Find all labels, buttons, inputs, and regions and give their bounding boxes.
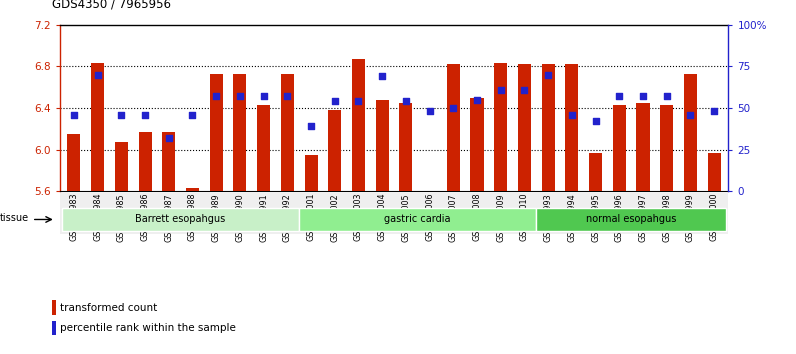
Text: GSM852002: GSM852002	[330, 193, 339, 241]
Point	[518, 87, 531, 92]
Text: GSM851985: GSM851985	[117, 193, 126, 241]
Text: GSM851998: GSM851998	[662, 193, 671, 241]
Bar	[52, 320, 56, 335]
Text: GSM851992: GSM851992	[283, 193, 292, 242]
Bar	[162, 132, 175, 191]
Point	[684, 112, 696, 118]
Bar	[565, 64, 579, 191]
Bar	[589, 153, 602, 191]
Text: GSM852001: GSM852001	[306, 193, 315, 241]
Text: GSM851987: GSM851987	[164, 193, 174, 241]
Text: GSM852004: GSM852004	[377, 193, 387, 241]
Text: tissue: tissue	[0, 213, 29, 223]
Bar	[637, 103, 650, 191]
Bar	[541, 64, 555, 191]
Bar	[186, 188, 199, 191]
Point	[423, 108, 436, 114]
Bar	[708, 153, 720, 191]
Point	[708, 108, 720, 114]
Point	[210, 93, 223, 99]
Text: GSM852000: GSM852000	[709, 193, 719, 241]
Text: GSM851988: GSM851988	[188, 193, 197, 241]
Bar	[423, 191, 436, 194]
Text: gastric cardia: gastric cardia	[384, 215, 451, 224]
Point	[68, 112, 80, 118]
Point	[233, 93, 246, 99]
Point	[305, 124, 318, 129]
Point	[139, 112, 151, 118]
Text: GSM851994: GSM851994	[568, 193, 576, 241]
Text: GDS4350 / 7965956: GDS4350 / 7965956	[52, 0, 170, 11]
Text: GSM852008: GSM852008	[473, 193, 482, 241]
Bar	[684, 74, 697, 191]
Bar	[60, 193, 728, 234]
FancyBboxPatch shape	[62, 208, 299, 231]
Text: GSM851990: GSM851990	[236, 193, 244, 241]
Bar	[52, 300, 56, 314]
Point	[376, 74, 388, 79]
Text: GSM852005: GSM852005	[401, 193, 411, 241]
Bar	[115, 142, 128, 191]
Point	[542, 72, 555, 78]
Bar	[376, 99, 388, 191]
Text: GSM851996: GSM851996	[615, 193, 624, 241]
Point	[613, 93, 626, 99]
Bar	[233, 74, 247, 191]
Text: GSM851993: GSM851993	[544, 193, 552, 241]
Text: transformed count: transformed count	[60, 303, 158, 313]
Point	[589, 119, 602, 124]
Bar	[613, 105, 626, 191]
Point	[257, 93, 270, 99]
Text: GSM852007: GSM852007	[449, 193, 458, 241]
Bar	[209, 74, 223, 191]
Point	[281, 93, 294, 99]
Point	[186, 112, 199, 118]
Bar	[494, 63, 507, 191]
Bar	[139, 132, 151, 191]
Bar	[518, 64, 531, 191]
Point	[115, 112, 127, 118]
Text: GSM851984: GSM851984	[93, 193, 102, 241]
Text: normal esopahgus: normal esopahgus	[586, 215, 677, 224]
Bar	[328, 110, 341, 191]
Bar	[400, 103, 412, 191]
Bar	[660, 105, 673, 191]
Point	[352, 98, 365, 104]
FancyBboxPatch shape	[299, 208, 537, 231]
Text: Barrett esopahgus: Barrett esopahgus	[135, 215, 226, 224]
Point	[565, 112, 578, 118]
Bar	[91, 63, 104, 191]
Bar	[257, 105, 270, 191]
Bar	[281, 74, 294, 191]
Point	[661, 93, 673, 99]
FancyBboxPatch shape	[537, 208, 726, 231]
Text: GSM851983: GSM851983	[69, 193, 79, 241]
Point	[637, 93, 650, 99]
Text: GSM852009: GSM852009	[496, 193, 505, 241]
Bar	[352, 59, 365, 191]
Text: GSM851995: GSM851995	[591, 193, 600, 242]
Bar	[470, 98, 483, 191]
Point	[400, 98, 412, 104]
Bar	[305, 155, 318, 191]
Text: GSM851991: GSM851991	[259, 193, 268, 241]
Point	[162, 135, 175, 141]
Text: GSM852010: GSM852010	[520, 193, 529, 241]
Point	[329, 98, 341, 104]
Bar	[447, 64, 460, 191]
Text: GSM852003: GSM852003	[354, 193, 363, 241]
Point	[494, 87, 507, 92]
Point	[470, 97, 483, 102]
Point	[92, 72, 104, 78]
Text: GSM851999: GSM851999	[686, 193, 695, 242]
Bar	[68, 134, 80, 191]
Text: GSM851986: GSM851986	[141, 193, 150, 241]
Text: GSM852006: GSM852006	[425, 193, 434, 241]
Point	[447, 105, 459, 111]
Text: GSM851997: GSM851997	[638, 193, 647, 242]
Text: percentile rank within the sample: percentile rank within the sample	[60, 323, 236, 333]
Text: GSM851989: GSM851989	[212, 193, 220, 241]
